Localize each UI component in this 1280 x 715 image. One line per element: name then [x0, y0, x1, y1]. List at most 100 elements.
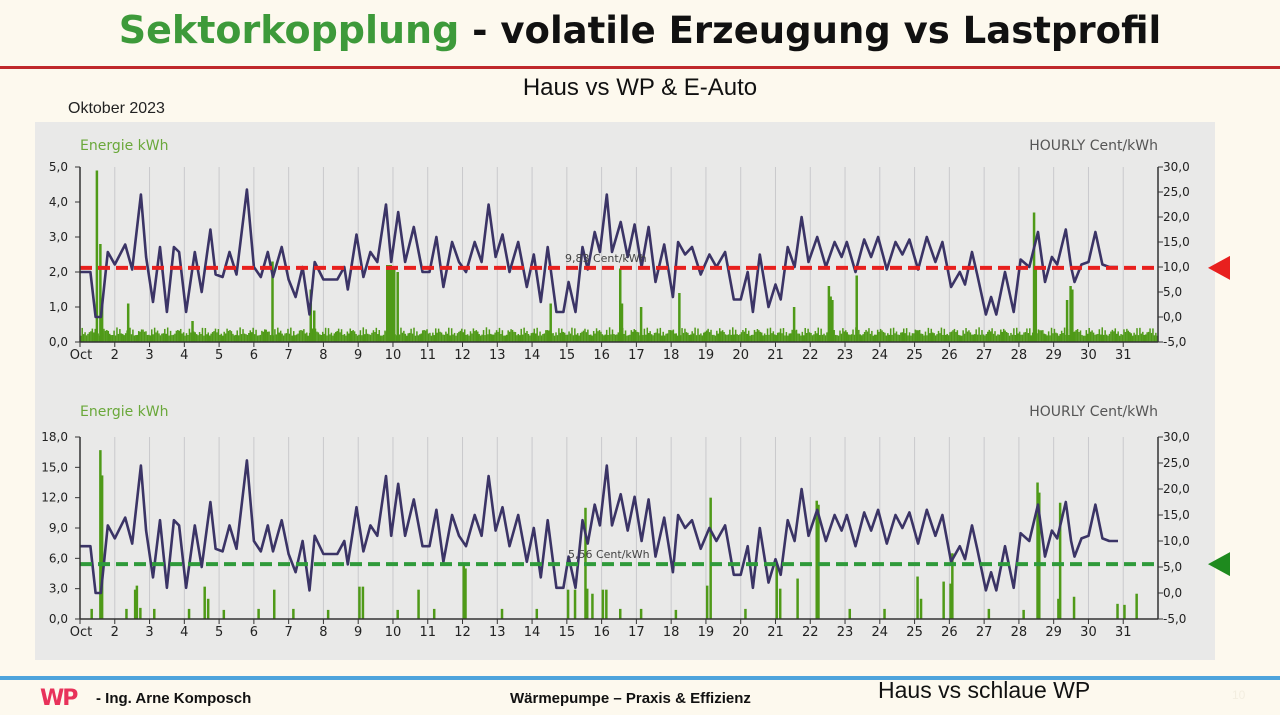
energy-bar [153, 327, 156, 342]
left-tick-label: 4,0 [49, 195, 68, 209]
energy-bar [427, 333, 430, 342]
energy-bar [882, 331, 885, 342]
energy-bar [240, 334, 243, 342]
energy-bar [720, 331, 722, 342]
left-tick-label: 9,0 [49, 521, 68, 535]
x-tick-label: 8 [319, 625, 327, 640]
energy-bar [124, 333, 127, 342]
energy-bar [172, 334, 175, 342]
energy-bar [478, 334, 480, 342]
energy-bar [914, 329, 917, 342]
x-tick-label: 7 [285, 625, 293, 640]
energy-bar [846, 332, 848, 342]
energy-bar [220, 333, 223, 342]
energy-bar [152, 334, 154, 342]
energy-bar [1092, 332, 1095, 342]
x-tick-label: 19 [698, 348, 715, 363]
energy-bar [784, 335, 786, 342]
energy-bar [775, 335, 777, 342]
energy-bar [850, 334, 853, 342]
energy-bar [801, 331, 804, 342]
energy-bar [885, 335, 888, 342]
energy-bar [1115, 333, 1118, 342]
energy-bar [1091, 330, 1093, 342]
energy-bar [939, 333, 941, 342]
energy-bar [84, 332, 86, 342]
energy-bar [887, 333, 889, 342]
energy-bar [389, 265, 392, 342]
energy-bar [692, 333, 695, 342]
energy-bar [582, 330, 585, 342]
left-tick-label: 6,0 [49, 551, 68, 565]
x-tick-label: 5 [215, 348, 223, 363]
energy-bar [468, 335, 470, 342]
energy-bar [1111, 329, 1114, 342]
energy-bar [462, 562, 466, 619]
right-tick-label: 20,0 [1163, 482, 1190, 496]
energy-bar [953, 328, 956, 342]
energy-bar [759, 331, 762, 342]
energy-bar [1047, 331, 1050, 342]
energy-bar [479, 335, 482, 342]
energy-bar [545, 330, 547, 342]
energy-bar [988, 329, 990, 342]
energy-bar [747, 330, 750, 342]
page-number: 10 [1232, 688, 1246, 702]
energy-bar [730, 334, 733, 342]
energy-bar [868, 328, 870, 342]
energy-bar [108, 333, 111, 342]
energy-bar [472, 328, 475, 342]
x-tick-label: 16 [593, 625, 610, 640]
energy-bar [258, 335, 260, 342]
energy-bar [724, 334, 727, 342]
left-tick-label: 3,0 [49, 230, 68, 244]
x-tick-label: 27 [976, 348, 993, 363]
energy-bar [926, 335, 928, 342]
energy-bar [201, 327, 204, 342]
energy-bar [608, 327, 611, 342]
energy-bar [1008, 335, 1011, 342]
energy-bar [292, 331, 295, 342]
energy-bar [82, 334, 85, 342]
energy-bar [717, 333, 720, 342]
energy-bar [416, 331, 418, 342]
energy-bar [1118, 335, 1121, 342]
energy-bar [1001, 331, 1004, 342]
x-tick-label: Oct [70, 348, 92, 363]
energy-bar [546, 330, 549, 342]
energy-bar [133, 335, 136, 342]
energy-bar [303, 329, 305, 342]
x-tick-label: 9 [354, 625, 362, 640]
energy-bar [613, 334, 615, 342]
price-line [80, 188, 1118, 319]
energy-bar [901, 332, 904, 342]
energy-bar [1133, 332, 1135, 342]
energy-bar [1130, 333, 1132, 342]
energy-bar [333, 333, 336, 342]
energy-bar [924, 331, 927, 342]
energy-bar [943, 328, 946, 342]
energy-bar [116, 327, 118, 342]
x-tick-label: 4 [180, 625, 188, 640]
energy-bar [125, 608, 128, 619]
energy-bar [257, 608, 260, 619]
energy-bar [721, 330, 724, 342]
energy-bar [443, 334, 446, 342]
energy-bar [1071, 289, 1074, 342]
energy-bar [417, 335, 420, 342]
energy-bar [603, 335, 605, 342]
energy-bar [498, 327, 501, 342]
energy-bar [650, 334, 653, 342]
energy-bar [432, 608, 436, 619]
energy-bar [843, 331, 846, 342]
energy-bar [1087, 333, 1089, 342]
energy-bar [523, 327, 525, 342]
energy-bar [879, 328, 882, 342]
energy-bar [371, 332, 373, 342]
energy-bar [1059, 333, 1061, 342]
energy-bar [766, 328, 769, 342]
energy-bar [934, 335, 937, 342]
x-tick-label: 31 [1115, 625, 1132, 640]
energy-bar [1113, 331, 1115, 342]
energy-bar [956, 330, 959, 342]
